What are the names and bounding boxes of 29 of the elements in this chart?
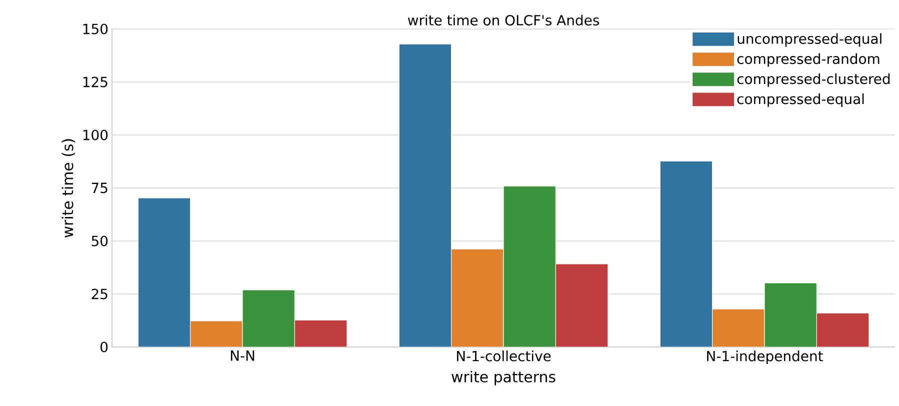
bar bbox=[294, 320, 348, 347]
bar bbox=[555, 264, 608, 347]
x-tick-label: N-N bbox=[230, 350, 254, 361]
y-tick-label: 0 bbox=[100, 342, 108, 352]
legend-label: compressed-equal bbox=[737, 93, 864, 107]
bar bbox=[242, 290, 296, 347]
chart-title: write time on OLCF's Andes bbox=[408, 14, 600, 26]
bar bbox=[660, 160, 713, 347]
y-tick-label: 25 bbox=[92, 288, 108, 300]
bar bbox=[712, 308, 765, 347]
y-tick-label: 150 bbox=[83, 24, 108, 34]
bar bbox=[398, 44, 452, 347]
y-tick-label: 100 bbox=[83, 130, 108, 140]
y-tick-label: 50 bbox=[92, 236, 108, 246]
bar bbox=[138, 198, 191, 347]
legend-label: compressed-clustered bbox=[737, 73, 890, 87]
y-tick-label: 75 bbox=[92, 182, 108, 194]
x-tick-label: N-1-independent bbox=[707, 350, 823, 364]
y-tick-label: 125 bbox=[83, 76, 108, 88]
bar bbox=[816, 312, 870, 347]
legend-label: uncompressed-equal bbox=[738, 33, 882, 47]
bar bbox=[451, 248, 504, 347]
x-axis-title: write patterns bbox=[452, 370, 556, 386]
bar bbox=[190, 320, 243, 347]
bar bbox=[503, 186, 556, 347]
legend-label: compressed-random bbox=[737, 53, 880, 67]
x-tick-label: N-1-collective bbox=[457, 350, 551, 362]
y-axis-title: write time (s) bbox=[62, 139, 76, 238]
bar bbox=[764, 282, 818, 347]
